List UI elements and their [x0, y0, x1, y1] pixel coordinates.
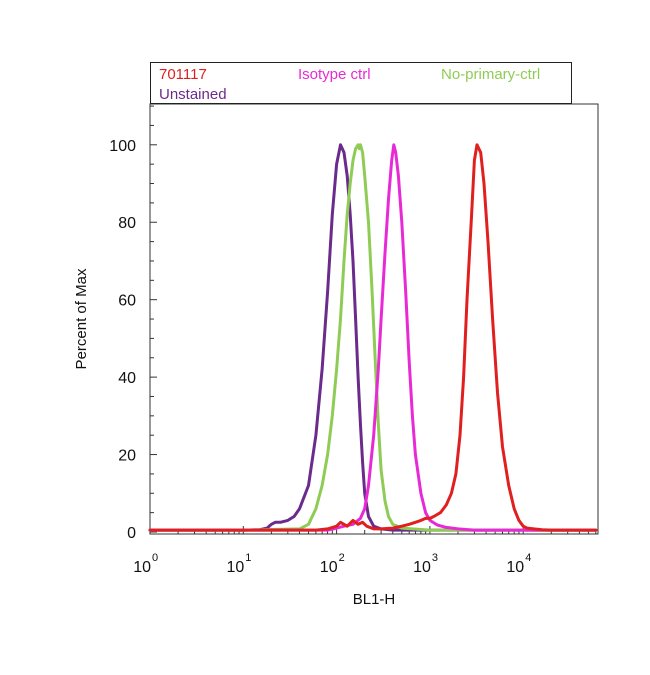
svg-text:1: 1 — [245, 552, 251, 564]
svg-text:0: 0 — [152, 552, 158, 564]
x-tick-label: 100 — [133, 552, 158, 576]
svg-text:10: 10 — [227, 559, 245, 576]
y-axis-ticks: 0 20 40 60 80 100 — [109, 105, 157, 542]
legend: 701117 Isotype ctrl No-primary-ctrl Unst… — [150, 62, 572, 104]
svg-text:2: 2 — [339, 552, 345, 564]
legend-entry-no-primary-ctrl: No-primary-ctrl — [441, 66, 541, 83]
series-isotype-ctrl — [148, 143, 598, 532]
svg-text:10: 10 — [320, 559, 338, 576]
legend-entry-unstained: Unstained — [159, 86, 227, 103]
y-tick-label: 60 — [118, 293, 136, 310]
x-tick-label: 103 — [413, 552, 438, 576]
series-layer — [148, 143, 598, 532]
svg-text:10: 10 — [133, 559, 151, 576]
x-axis-title: BL1-H — [353, 591, 396, 608]
y-tick-label: 40 — [118, 370, 136, 387]
x-tick-label: 102 — [320, 552, 345, 576]
y-axis-title: Percent of Max — [73, 268, 90, 369]
legend-entry-701117: 701117 — [159, 66, 207, 83]
y-tick-label: 20 — [118, 448, 136, 465]
legend-entry-isotype-ctrl: Isotype ctrl — [298, 66, 371, 83]
y-tick-label: 0 — [127, 525, 136, 542]
series-unstained — [148, 143, 598, 532]
svg-text:3: 3 — [432, 552, 438, 564]
series-701117 — [148, 143, 598, 532]
x-tick-label: 101 — [227, 552, 252, 576]
series-no-primary-ctrl — [148, 143, 598, 532]
y-tick-label: 80 — [118, 215, 136, 232]
x-tick-label: 104 — [506, 552, 531, 576]
svg-text:10: 10 — [413, 559, 431, 576]
svg-text:10: 10 — [506, 559, 524, 576]
y-tick-label: 100 — [109, 138, 136, 155]
svg-text:4: 4 — [525, 552, 531, 564]
